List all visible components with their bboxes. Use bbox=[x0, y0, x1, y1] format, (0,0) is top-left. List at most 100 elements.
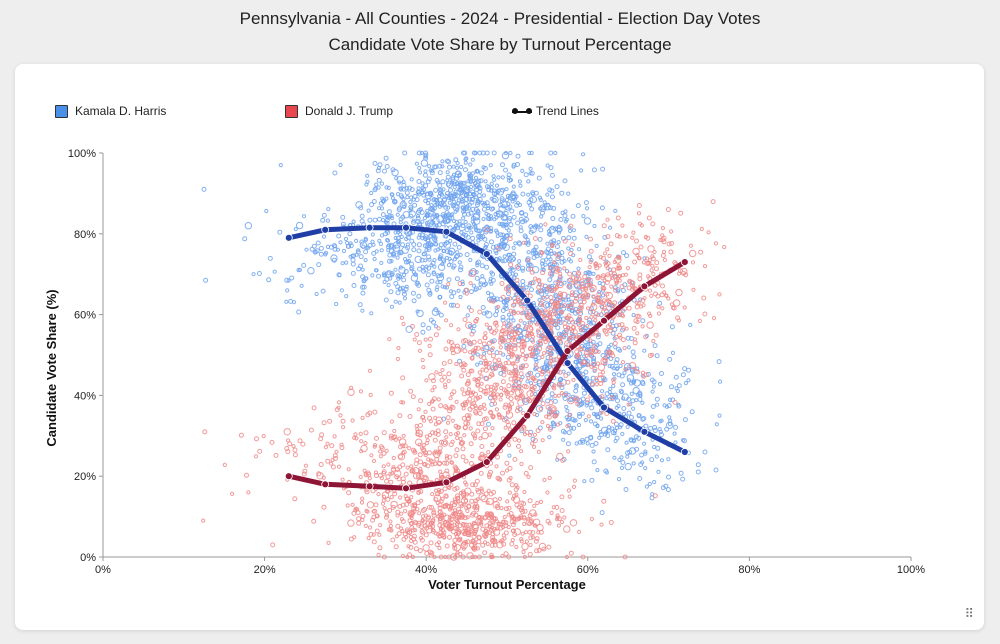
legend-item-harris[interactable]: Kamala D. Harris bbox=[55, 104, 166, 118]
scatter-point-harris bbox=[471, 283, 476, 288]
scatter-point-trump bbox=[588, 248, 594, 254]
scatter-point-trump bbox=[492, 528, 501, 536]
trend-point-trump[interactable] bbox=[563, 347, 572, 355]
scatter-point-harris bbox=[657, 382, 663, 387]
trend-point-harris[interactable] bbox=[563, 359, 572, 368]
scatter-point-trump bbox=[486, 488, 491, 493]
scatter-point-harris bbox=[489, 206, 495, 212]
scatter-point-harris bbox=[613, 208, 618, 213]
scatter-point-trump bbox=[428, 552, 434, 558]
scatter-point-trump bbox=[462, 540, 468, 546]
scatter-point-trump bbox=[605, 272, 611, 278]
scatter-point-trump bbox=[436, 397, 441, 402]
scatter-point-harris bbox=[475, 228, 481, 234]
scatter-point-harris bbox=[528, 224, 534, 230]
scatter-point-harris bbox=[393, 235, 398, 241]
scatter-point-trump bbox=[474, 411, 479, 416]
scatter-point-harris bbox=[576, 360, 585, 369]
scatter-point-trump bbox=[710, 199, 716, 205]
scatter-point-trump bbox=[483, 331, 488, 336]
trend-point-trump[interactable] bbox=[482, 458, 491, 467]
scatter-point-trump bbox=[483, 528, 489, 533]
scatter-point-harris bbox=[637, 391, 643, 397]
scatter-point-harris bbox=[389, 259, 394, 264]
scatter-point-harris bbox=[455, 250, 460, 255]
trend-point-harris[interactable] bbox=[284, 233, 293, 242]
trend-point-harris[interactable] bbox=[523, 296, 532, 305]
scatter-point-trump bbox=[467, 406, 473, 412]
scatter-point-harris bbox=[478, 178, 484, 184]
scatter-point-trump bbox=[426, 450, 432, 456]
scatter-point-trump bbox=[606, 349, 612, 355]
scatter-point-harris bbox=[559, 190, 565, 196]
scatter-point-harris bbox=[446, 263, 452, 268]
scatter-point-harris bbox=[469, 196, 475, 202]
trend-point-trump[interactable] bbox=[523, 411, 532, 420]
trend-point-trump[interactable] bbox=[442, 478, 451, 487]
scatter-point-trump bbox=[558, 382, 564, 388]
trend-point-harris[interactable] bbox=[321, 225, 330, 234]
scatter-point-trump bbox=[448, 442, 454, 448]
scatter-point-trump bbox=[424, 525, 430, 531]
scatter-point-harris bbox=[650, 404, 656, 409]
scatter-point-trump bbox=[435, 514, 440, 519]
scatter-point-harris bbox=[436, 247, 441, 252]
scatter-point-harris bbox=[533, 244, 539, 250]
scatter-point-harris bbox=[495, 234, 500, 239]
scatter-point-trump bbox=[474, 377, 479, 382]
scatter-point-trump bbox=[689, 249, 697, 258]
trend-point-harris[interactable] bbox=[482, 250, 491, 258]
scatter-point-trump bbox=[562, 324, 568, 330]
legend-item-trump[interactable]: Donald J. Trump bbox=[285, 104, 393, 118]
trend-point-harris[interactable] bbox=[365, 223, 374, 232]
trend-point-harris[interactable] bbox=[640, 427, 649, 436]
trend-point-harris[interactable] bbox=[402, 223, 410, 232]
scatter-point-trump bbox=[514, 502, 520, 508]
scatter-point-trump bbox=[552, 321, 558, 327]
trend-point-harris[interactable] bbox=[442, 227, 451, 236]
scatter-point-harris bbox=[442, 217, 448, 222]
scatter-point-trump bbox=[613, 287, 619, 293]
scatter-point-trump bbox=[598, 255, 603, 260]
trend-point-harris[interactable] bbox=[600, 403, 608, 412]
scatter-point-harris bbox=[441, 187, 446, 192]
scatter-point-harris bbox=[314, 291, 319, 297]
trend-point-trump[interactable] bbox=[640, 282, 649, 291]
scatter-point-trump bbox=[662, 290, 667, 295]
scatter-point-trump bbox=[665, 207, 671, 212]
trend-point-trump[interactable] bbox=[680, 258, 689, 267]
scatter-point-trump bbox=[449, 460, 454, 465]
resize-handle-icon[interactable]: ⠿ bbox=[964, 606, 974, 621]
scatter-point-harris bbox=[459, 190, 465, 195]
scatter-point-trump bbox=[386, 527, 391, 532]
scatter-point-harris bbox=[401, 182, 407, 188]
scatter-point-harris bbox=[652, 428, 658, 433]
scatter-point-harris bbox=[411, 218, 416, 223]
scatter-point-harris bbox=[643, 466, 648, 471]
scatter-point-harris bbox=[474, 187, 480, 193]
trend-point-trump[interactable] bbox=[284, 472, 293, 481]
trend-point-trump[interactable] bbox=[321, 480, 330, 489]
scatter-point-harris bbox=[585, 206, 590, 211]
scatter-point-harris bbox=[674, 386, 679, 391]
scatter-point-harris bbox=[617, 457, 622, 462]
trend-point-harris[interactable] bbox=[680, 448, 689, 456]
scatter-point-harris bbox=[359, 241, 368, 249]
scatter-point-trump bbox=[458, 347, 463, 352]
scatter-point-trump bbox=[462, 425, 468, 431]
scatter-point-trump bbox=[605, 266, 610, 271]
scatter-point-harris bbox=[395, 212, 400, 217]
legend-item-trend-lines[interactable]: Trend Lines bbox=[512, 104, 599, 118]
scatter-point-harris bbox=[398, 186, 403, 191]
scatter-point-harris bbox=[537, 195, 543, 200]
scatter-point-trump bbox=[400, 375, 406, 381]
trend-point-trump[interactable] bbox=[600, 316, 608, 325]
scatter-point-trump bbox=[595, 332, 600, 337]
scatter-point-trump bbox=[437, 502, 443, 508]
scatter-point-trump bbox=[616, 265, 622, 271]
trend-point-trump[interactable] bbox=[402, 484, 410, 493]
trend-point-trump[interactable] bbox=[365, 482, 374, 491]
scatter-point-trump bbox=[490, 535, 496, 540]
scatter-point-trump bbox=[549, 318, 555, 324]
scatter-point-harris bbox=[431, 271, 437, 277]
